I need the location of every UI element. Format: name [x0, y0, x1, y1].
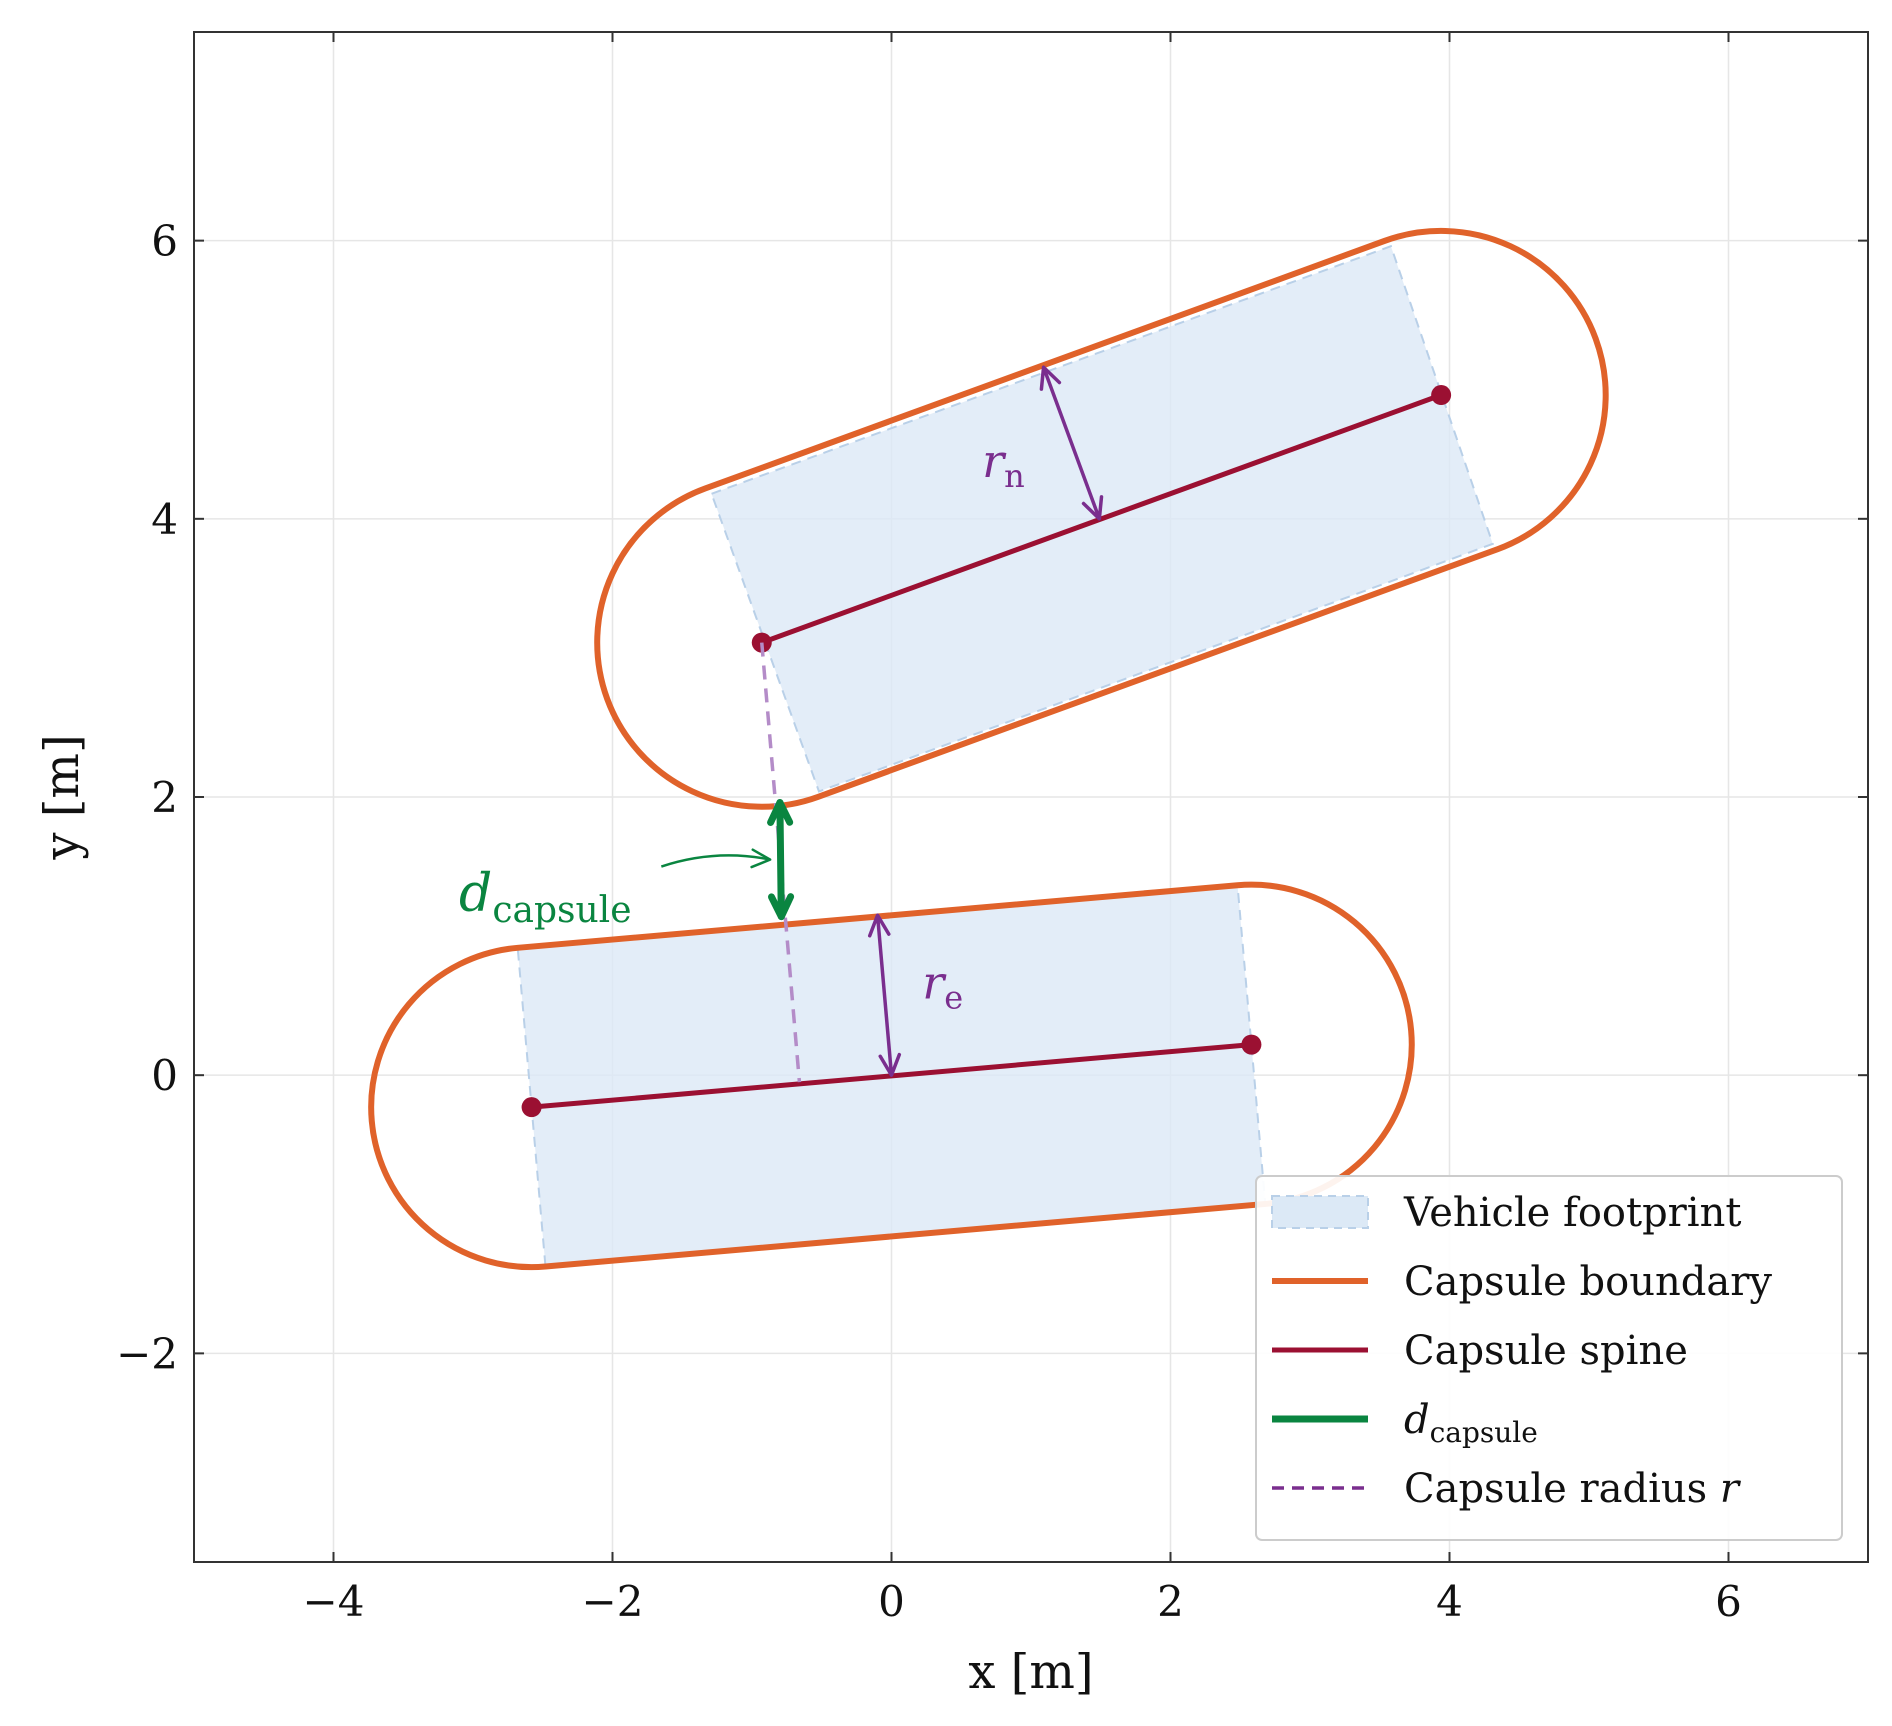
x-tick-label: −4 [303, 1577, 365, 1626]
ticks: −4 −2 0 2 4 6 −2 0 2 4 6 [116, 32, 1868, 1626]
capsule-distance-arrow [776, 799, 785, 921]
capsule-distance-pointer-head [750, 848, 772, 869]
legend-label-boundary: Capsule boundary [1404, 1259, 1772, 1305]
legend-label-distance: dcapsule [1404, 1397, 1538, 1449]
y-axis-label: y [m] [34, 734, 90, 860]
annotations: re rn dcapsule [459, 365, 1104, 1077]
neighbor-capsule-spine [760, 392, 1442, 645]
ego-radius-arrow-head [867, 913, 891, 938]
legend-label-spine: Capsule spine [1404, 1328, 1688, 1374]
ego-radius-arrow-head [878, 1052, 902, 1077]
neighbor-capsule-boundary [594, 227, 1609, 810]
legend-label-radius: Capsule radius r [1404, 1466, 1742, 1512]
legend-box [1255, 1175, 1843, 1541]
capsule-distance-pointer [660, 854, 771, 868]
neighbor-radius-arrow [1041, 366, 1101, 520]
x-axis-label: x [m] [968, 1644, 1093, 1700]
ego-spine-endpoint [1241, 1034, 1262, 1055]
y-tick-label: 4 [151, 495, 178, 544]
ego-radius-label: re [922, 956, 963, 1017]
neighbor-radius-arrow-head [1039, 365, 1062, 391]
legend-swatch-footprint [1271, 1195, 1369, 1229]
x-tick-label: 6 [1715, 1577, 1742, 1626]
ego-radius-arrow [875, 915, 894, 1076]
legend-label-footprint: Vehicle footprint [1403, 1190, 1741, 1236]
y-tick-label: 0 [151, 1051, 178, 1100]
legend: Vehicle footprint Capsule boundary Capsule… [1255, 1175, 1843, 1541]
capsule-distance-label: dcapsule [459, 864, 631, 931]
y-tick-label: 2 [151, 773, 178, 822]
neighbor-radius-label: rn [982, 434, 1025, 495]
ego-spine-endpoint [521, 1097, 542, 1118]
x-tick-label: −2 [582, 1577, 644, 1626]
y-tick-label: −2 [116, 1329, 178, 1378]
neighbor-spine-endpoint [1431, 385, 1452, 406]
neighbor-radius-arrow-head [1081, 495, 1104, 521]
x-tick-label: 2 [1157, 1577, 1184, 1626]
x-tick-label: 0 [878, 1577, 905, 1626]
y-tick-label: 6 [151, 217, 178, 266]
capsule-distance-arrow-head [767, 799, 794, 826]
x-tick-label: 4 [1436, 1577, 1463, 1626]
capsule-distance-arrow-head [767, 893, 795, 921]
